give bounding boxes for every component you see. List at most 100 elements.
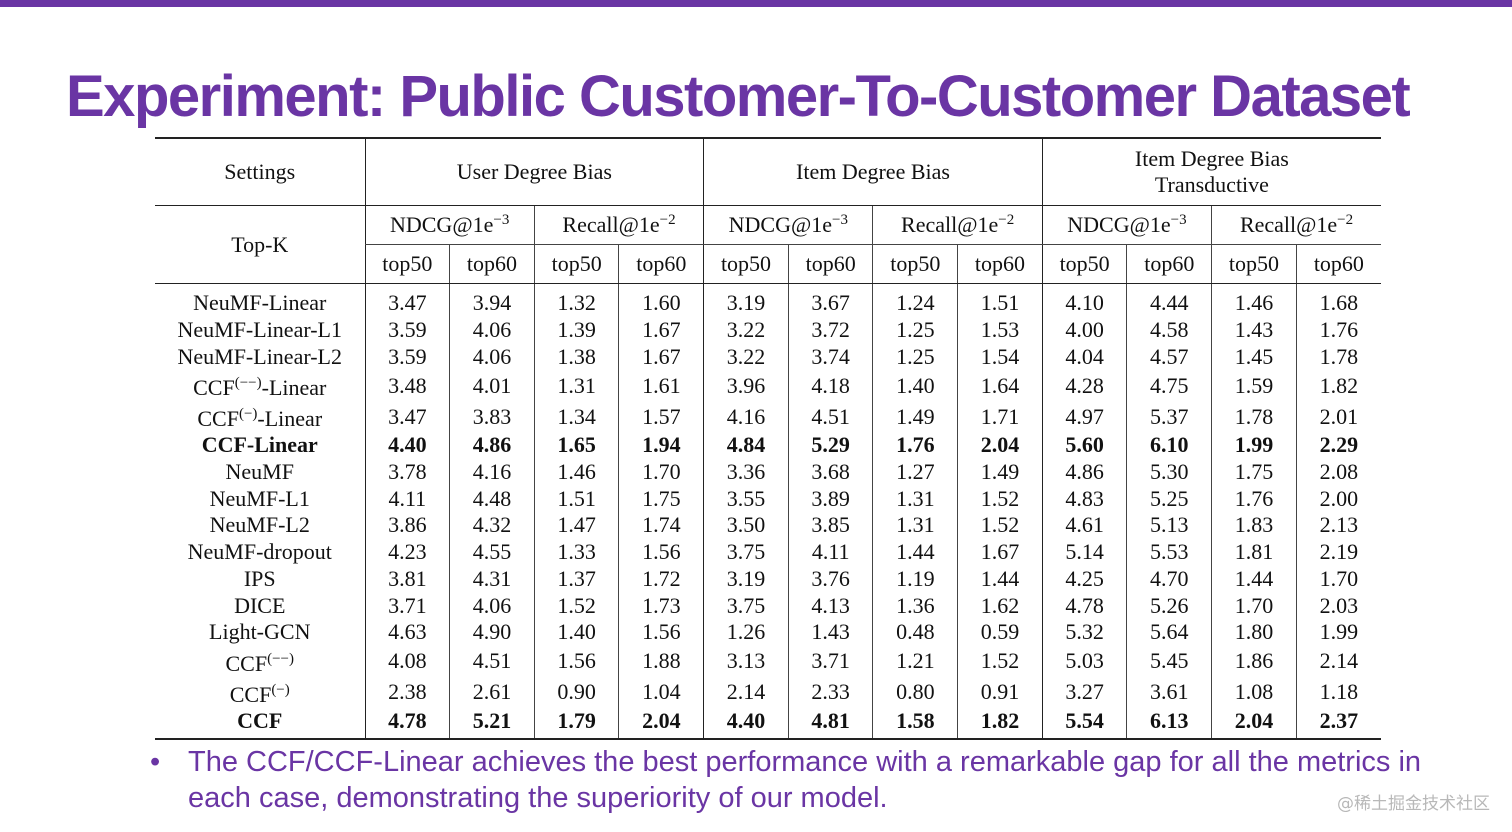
k-label: top50 [872,244,958,284]
table-cell: 4.78 [364,707,450,741]
table-cell: 2.37 [1295,707,1381,741]
table-cell: 3.36 [703,458,789,486]
method-name: NeuMF [225,459,294,485]
table-cell: 1.59 [1211,370,1297,402]
k-label: top60 [957,244,1043,284]
table-cell: 1.04 [618,676,704,708]
table-cell: 1.78 [1295,343,1381,371]
table-cell: 4.13 [787,592,873,619]
topk-label: Top-K [231,231,289,257]
table-cell: 1.72 [618,565,704,593]
table-cell: 1.83 [1211,512,1297,539]
table-cell: 4.18 [787,370,873,402]
k-label: top50 [1211,244,1297,284]
table-cell: 4.86 [1041,458,1127,486]
table-row: NeuMF-L1 4.11 4.48 1.51 1.75 3.55 3.89 1.31 1.52… [155,485,1381,513]
table-cell: 4.63 [364,618,450,646]
table-cell: 6.10 [1126,432,1212,459]
table-cell: 3.81 [364,565,450,593]
table-cell: 3.85 [787,512,873,539]
table-cell: 3.27 [1041,676,1127,708]
table-cell: 1.75 [618,485,704,513]
table-row: IPS 3.81 4.31 1.37 1.72 3.19 3.76 1.19 1.44 4.25 4… [155,565,1381,593]
metric-exponent: −2 [998,212,1015,228]
method-name: CCF [225,650,268,676]
table-cell: 1.94 [618,432,704,459]
table-cell: 2.13 [1295,512,1381,539]
table-cell: 4.57 [1126,343,1212,371]
k-label: top50 [1041,244,1127,284]
table-cell: 3.94 [449,283,535,317]
table-cell: 1.86 [1211,645,1297,677]
table-cell: 4.08 [364,645,450,677]
row-name: NeuMF-L1 [155,485,365,512]
topk-header: Top-K [155,205,365,284]
row-name: NeuMF-Linear-L2 [155,343,365,370]
table-cell: 3.75 [703,592,789,619]
table-cell: 2.33 [787,676,873,708]
table-cell: 5.60 [1041,432,1127,459]
table-cell: 1.40 [533,618,619,646]
table-cell: 4.44 [1126,283,1212,317]
table-cell: 4.06 [449,343,535,371]
row-name: NeuMF-dropout [155,539,365,566]
group-sublabel: Transductive [1154,172,1269,197]
watermark: @稀土掘金技术社区 [1337,794,1490,814]
table-cell: 1.54 [957,343,1043,371]
table-cell: 1.74 [618,512,704,539]
table-cell: 2.08 [1295,458,1381,486]
table-cell: 5.26 [1126,592,1212,619]
method-name: NeuMF-L2 [209,512,310,538]
table-cell: 3.22 [703,316,789,344]
method-name: NeuMF-dropout [187,539,332,565]
metric-header: NDCG@1e−3 [1041,205,1212,245]
table-cell: 1.70 [1211,592,1297,619]
table-cell: 3.68 [787,458,873,486]
method-name: CCF [193,375,235,401]
k-label: top60 [1126,244,1212,284]
table-cell: 2.14 [703,676,789,708]
table-cell: 1.52 [957,645,1043,677]
table-cell: 1.99 [1295,618,1381,646]
table-cell: 4.61 [1041,512,1127,539]
table-cell: 5.14 [1041,538,1127,566]
method-name: CCF [237,707,283,733]
table-row: CCF(−) 2.38 2.61 0.90 1.04 2.14 2.33 0.80 0.91 3.… [155,676,1381,708]
table-cell: 4.70 [1126,565,1212,593]
table-cell: 4.81 [787,707,873,741]
method-superscript: (−) [238,406,258,423]
k-label: top60 [618,244,704,284]
table-row: NeuMF-dropout 4.23 4.55 1.33 1.56 3.75 4.11 1.4… [155,538,1381,566]
table-cell: 1.19 [872,565,958,593]
group-label: Item Degree Bias [796,159,950,184]
table-cell: 0.90 [533,676,619,708]
table-cell: 3.71 [364,592,450,619]
table-cell: 1.64 [957,370,1043,402]
metric-exponent: −3 [1170,212,1187,228]
table-cell: 1.56 [618,618,704,646]
table-cell: 1.82 [957,707,1043,741]
table-cell: 1.51 [533,485,619,513]
table-cell: 1.52 [957,485,1043,513]
table-cell: 0.80 [872,676,958,708]
table-cell: 4.55 [449,538,535,566]
row-name: CCF(−)-Linear [155,401,365,432]
table-cell: 2.14 [1295,645,1381,677]
table-cell: 5.21 [449,707,535,741]
metric-header: Recall@1e−2 [872,205,1043,245]
table-cell: 1.78 [1211,401,1297,433]
table-row: NeuMF-Linear-L1 3.59 4.06 1.39 1.67 3.22 3.72 1… [155,316,1381,344]
table-cell: 1.57 [618,401,704,433]
table-cell: 1.67 [957,538,1043,566]
table-cell: 3.55 [703,485,789,513]
row-name: DICE [155,592,365,619]
table-cell: 4.25 [1041,565,1127,593]
table-cell: 4.97 [1041,401,1127,433]
table-cell: 1.82 [1295,370,1381,402]
table-cell: 0.48 [872,618,958,646]
table-cell: 5.37 [1126,401,1212,433]
table-cell: 3.13 [703,645,789,677]
table-cell: 4.06 [449,592,535,619]
table-cell: 4.10 [1041,283,1127,317]
row-name: CCF(−−) [155,646,365,677]
